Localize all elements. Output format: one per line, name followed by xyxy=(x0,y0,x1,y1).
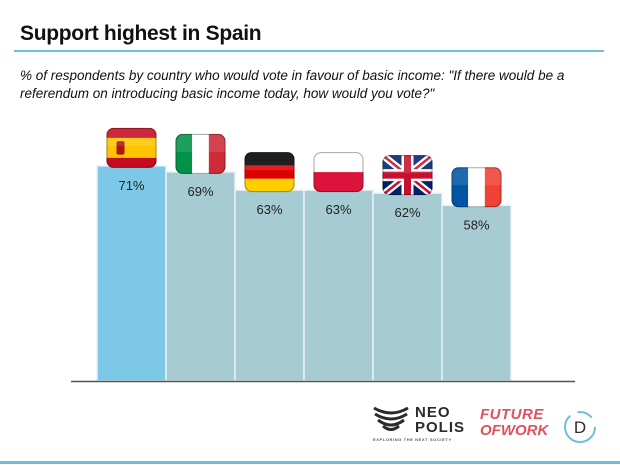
d-circle-logo-icon: D xyxy=(564,411,596,443)
data-label: 62% xyxy=(394,205,420,220)
data-label: 69% xyxy=(187,184,213,199)
neopolis-wordmark: NEO POLIS xyxy=(415,405,465,435)
chart-subtitle: % of respondents by country who would vo… xyxy=(20,68,565,101)
bar-united-kingdom xyxy=(372,192,443,382)
neopolis-line-1: NEO xyxy=(415,404,451,421)
uk-flag-icon xyxy=(382,155,433,196)
data-label: 58% xyxy=(463,217,489,232)
data-label: 71% xyxy=(118,178,144,193)
fow-line-1: FUTURE xyxy=(480,406,544,423)
fow-line-2: OFWORK xyxy=(480,422,549,439)
bottom-divider xyxy=(0,461,620,464)
bar-chart: 71% 69% 63% 63% 62% 58% xyxy=(71,127,575,383)
neopolis-tagline: EXPLORING THE NEXT SOCIETY xyxy=(373,437,452,442)
data-label: 63% xyxy=(325,202,351,217)
neopolis-line-2: POLIS xyxy=(415,419,466,436)
chart-title: Support highest in Spain xyxy=(20,22,262,45)
future-of-work-logo: FUTURE OFWORK xyxy=(480,407,548,439)
data-label: 63% xyxy=(256,202,282,217)
title-divider xyxy=(14,50,604,52)
bar-germany xyxy=(234,189,305,382)
neopolis-logo-icon xyxy=(373,406,409,431)
d-logo-letter: D xyxy=(574,418,586,437)
france-flag-icon xyxy=(451,167,502,208)
poland-flag-icon xyxy=(313,152,364,193)
spain-flag-icon xyxy=(106,127,157,168)
germany-flag-icon xyxy=(244,152,295,193)
italy-flag-icon xyxy=(175,133,226,174)
bar-poland xyxy=(303,189,374,382)
bar-france xyxy=(441,204,512,382)
bar-italy xyxy=(165,171,236,382)
bar-spain xyxy=(96,165,167,382)
